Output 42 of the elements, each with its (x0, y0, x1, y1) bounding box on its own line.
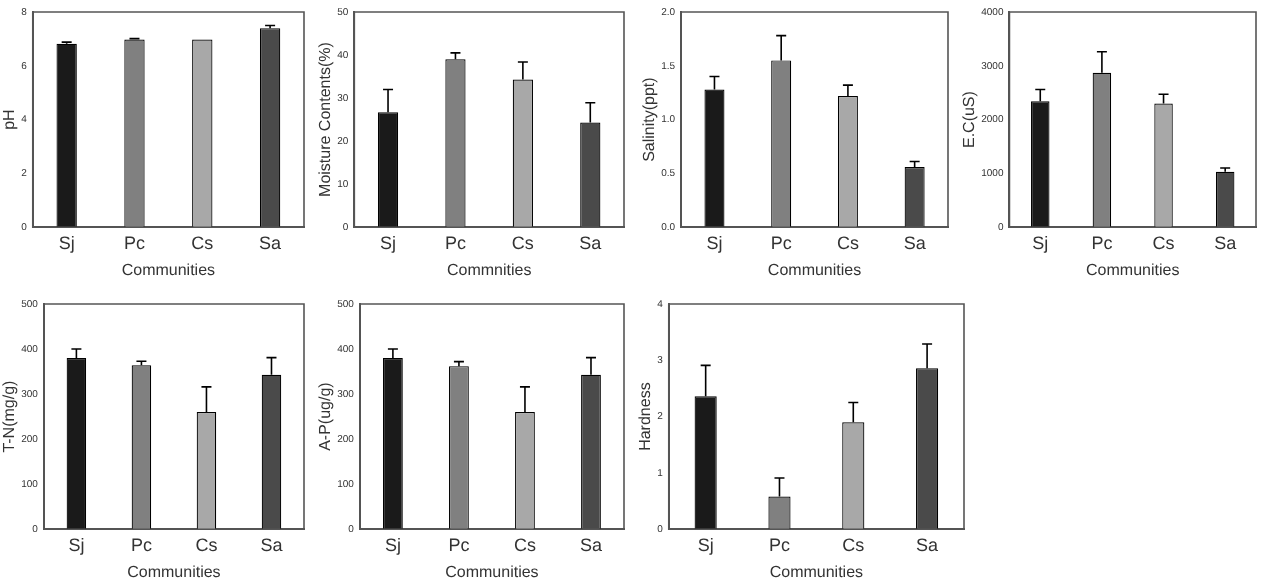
x-tick-label: Pc (130, 534, 153, 555)
y-axis-title: E.C(uS) (960, 90, 979, 149)
x-tick-label: Pc (448, 534, 471, 555)
x-tick-label: Cs (191, 232, 215, 253)
x-tick-label: Cs (195, 534, 219, 555)
x-tick-label: Pc (768, 534, 791, 555)
x-tick-label: Pc (770, 232, 793, 253)
x-tick-label: Sa (579, 232, 602, 253)
x-tick-label: Cs (1152, 232, 1176, 253)
x-tick-label: Pc (1091, 232, 1114, 253)
x-tick-label: Sj (1032, 232, 1049, 253)
y-axis-title: pH (0, 108, 19, 130)
x-tick-label: Cs (513, 534, 537, 555)
y-axis-title: A-P(ug/g) (316, 381, 335, 451)
x-axis-title: Communities (127, 562, 221, 581)
x-tick-label: Sa (259, 232, 282, 253)
x-axis-title: Commnities (446, 260, 532, 279)
x-axis-title: Communities (121, 260, 216, 279)
x-axis-title: Communities (445, 562, 539, 581)
x-tick-label: Cs (511, 232, 535, 253)
x-tick-label: Sj (68, 534, 85, 555)
x-axis-title: Communities (767, 260, 862, 279)
x-tick-label: Cs (842, 534, 866, 555)
y-axis-title: Salinity(ppt) (640, 76, 659, 162)
y-axis-title: Moisture Contents(%) (316, 41, 335, 197)
x-tick-label: Sa (260, 534, 283, 555)
x-tick-label: Sa (579, 534, 602, 555)
x-tick-label: Pc (123, 232, 146, 253)
x-axis-title: Communities (1086, 260, 1180, 279)
x-tick-label: Sj (58, 232, 75, 253)
x-tick-label: Cs (836, 232, 860, 253)
x-tick-label: Sj (380, 232, 397, 253)
x-tick-label: Sa (1214, 232, 1237, 253)
x-tick-label: Sj (706, 232, 723, 253)
x-tick-label: Sa (903, 232, 926, 253)
x-tick-label: Pc (444, 232, 467, 253)
x-axis-title: Communities (769, 562, 864, 581)
x-tick-label: Sj (384, 534, 401, 555)
x-tick-label: Sj (697, 534, 714, 555)
y-axis-title: T-N(mg/g) (0, 379, 19, 453)
x-tick-label: Sa (916, 534, 939, 555)
y-axis-title: Hardness (636, 382, 655, 451)
